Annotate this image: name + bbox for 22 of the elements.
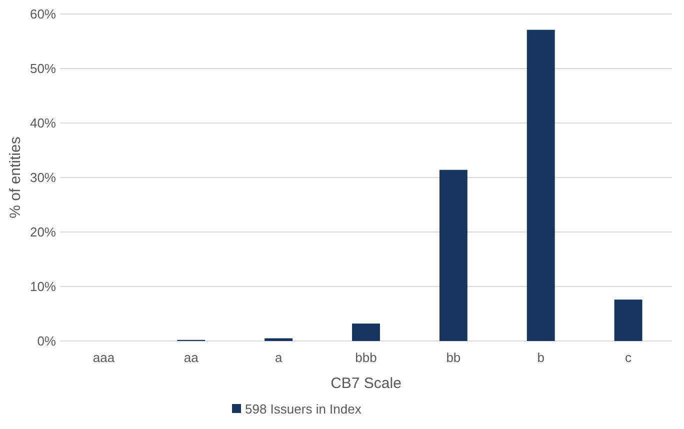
x-axis-title: CB7 Scale <box>330 375 402 392</box>
bar <box>439 170 468 341</box>
y-tick-label: 0% <box>37 334 56 349</box>
y-tick-label: 10% <box>30 279 56 294</box>
x-tick-label: a <box>274 350 283 365</box>
x-tick-label: c <box>625 350 632 365</box>
y-tick-label: 20% <box>30 224 56 240</box>
bar <box>264 338 293 341</box>
legend-label: 598 Issuers in Index <box>245 402 362 417</box>
y-tick-label: 40% <box>30 116 56 131</box>
x-tick-label: bbb <box>355 350 377 365</box>
y-axis-title: % of entities <box>7 136 24 218</box>
x-tick-label: aaa <box>92 350 116 365</box>
y-tick-label: 30% <box>30 170 56 186</box>
bar <box>352 324 380 341</box>
bar <box>614 300 642 341</box>
x-tick-label: b <box>537 350 544 365</box>
bar <box>526 30 555 341</box>
y-tick-label: 60% <box>30 6 56 22</box>
x-tick-label: bb <box>446 350 461 365</box>
x-tick-label: aa <box>184 350 200 365</box>
y-tick-label: 50% <box>30 61 56 76</box>
